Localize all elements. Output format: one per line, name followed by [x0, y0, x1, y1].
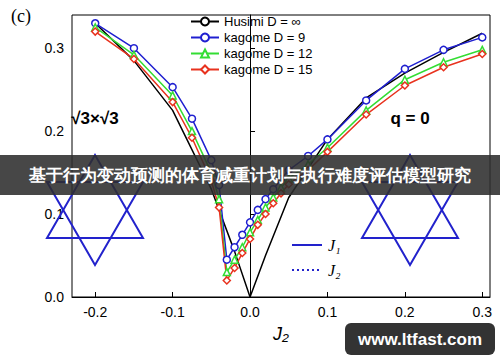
- svg-text:0.3: 0.3: [45, 40, 65, 56]
- svg-text:√3×√3: √3×√3: [71, 109, 119, 128]
- svg-text:(c): (c): [11, 6, 31, 27]
- svg-text:kagome D = 15: kagome D = 15: [224, 62, 313, 77]
- svg-text:0.0: 0.0: [240, 304, 260, 320]
- svg-text:-0.2: -0.2: [83, 304, 107, 320]
- svg-text:q = 0: q = 0: [390, 109, 429, 128]
- svg-text:0.1: 0.1: [318, 304, 338, 320]
- svg-text:0.0: 0.0: [45, 289, 65, 305]
- svg-text:kagome D = 12: kagome D = 12: [224, 46, 313, 61]
- svg-text:0.1: 0.1: [44, 206, 64, 223]
- svg-text:0.2: 0.2: [45, 123, 65, 139]
- svg-text:0.3: 0.3: [473, 304, 493, 320]
- svg-text:0.2: 0.2: [395, 304, 415, 320]
- svg-text:J₁: J₁: [328, 237, 341, 254]
- svg-text:基于行为变动预测的体育减重计划与执行难度评估模型研究: 基于行为变动预测的体育减重计划与执行难度评估模型研究: [28, 165, 471, 185]
- svg-text:Husimi D = ∞: Husimi D = ∞: [224, 14, 301, 29]
- svg-text:J₂: J₂: [328, 262, 341, 279]
- svg-text:www.ltfast.com: www.ltfast.com: [357, 330, 482, 349]
- svg-text:J₂: J₂: [272, 324, 289, 344]
- svg-text:kagome D = 9: kagome D = 9: [224, 30, 305, 45]
- svg-text:-0.1: -0.1: [161, 304, 185, 320]
